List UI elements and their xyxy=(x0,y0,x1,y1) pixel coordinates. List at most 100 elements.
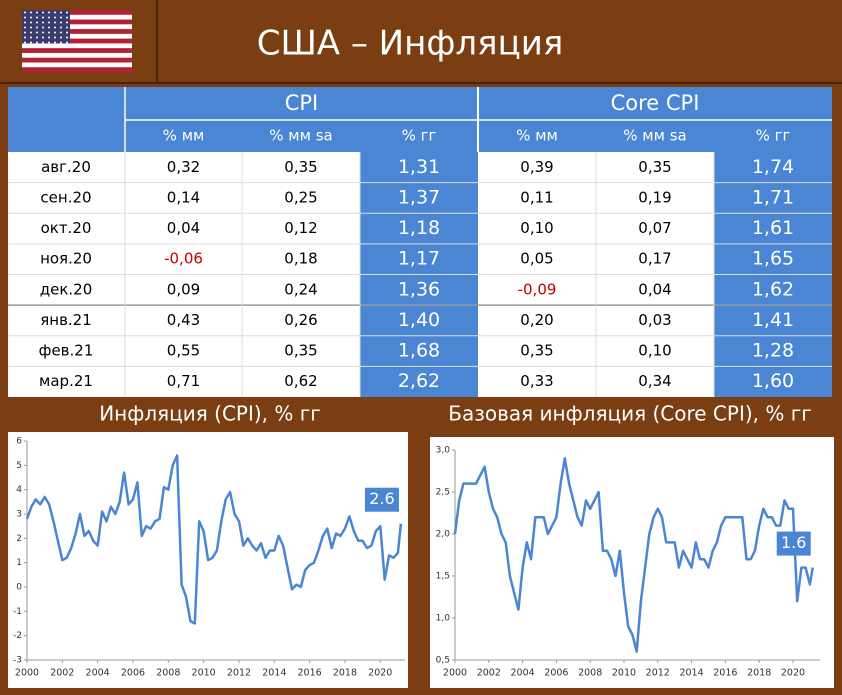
x-tick-label: 2010 xyxy=(192,668,216,679)
cell: 0,12 xyxy=(284,219,317,237)
cell: 0,09 xyxy=(167,280,200,298)
cell: 0,55 xyxy=(167,342,200,360)
x-tick-label: 2014 xyxy=(679,668,703,679)
x-tick-label: 2008 xyxy=(578,668,602,679)
table: CPI Core CPI % мм % мм sa % гг % мм % мм sa % г… xyxy=(8,87,832,397)
chart-title: Инфляция (CPI), % гг xyxy=(99,402,321,426)
end-label-bg xyxy=(776,531,811,556)
cell: 0,33 xyxy=(520,372,553,390)
cell: 0,14 xyxy=(167,188,200,206)
cell: 1,28 xyxy=(752,340,794,362)
cell: 0,32 xyxy=(167,158,200,176)
cell: 1,18 xyxy=(398,217,440,239)
series-line xyxy=(453,457,814,653)
page-title: США – Инфляция xyxy=(257,24,564,64)
chart-title: Базовая инфляция (Core CPI), % гг xyxy=(448,402,812,426)
cell: 1,65 xyxy=(752,248,794,270)
flag xyxy=(22,10,132,72)
column-header: % мм xyxy=(516,127,558,145)
end-label: 1.6 xyxy=(781,533,806,552)
cell: 0,11 xyxy=(520,188,553,206)
cell: 0,10 xyxy=(520,219,553,237)
column-header: % мм sa xyxy=(269,127,332,145)
x-tick-label: 2006 xyxy=(121,668,145,679)
series-line xyxy=(25,454,403,625)
cell: 0,03 xyxy=(638,311,671,329)
cell: -0,09 xyxy=(518,280,557,298)
x-tick-label: 2004 xyxy=(86,668,110,679)
x-tick-label: 2020 xyxy=(368,668,392,679)
x-tick-label: 2010 xyxy=(612,668,636,679)
y-tick-label: 2 xyxy=(16,534,22,544)
cell: 1,68 xyxy=(398,340,440,362)
y-tick-label: 3,0 xyxy=(436,446,451,456)
group-header: Core CPI xyxy=(611,91,700,115)
y-tick-label: 5 xyxy=(16,461,22,471)
y-tick-label: -3 xyxy=(13,656,22,666)
row-label: янв.21 xyxy=(40,311,92,329)
y-tick-label: 1,0 xyxy=(436,614,451,624)
y-tick-label: 4 xyxy=(16,485,22,495)
cell: 1,40 xyxy=(398,309,440,331)
y-tick-label: -2 xyxy=(13,631,22,641)
x-tick-label: 2018 xyxy=(747,668,771,679)
cell: 0,05 xyxy=(520,250,553,268)
column-header: % мм xyxy=(163,127,205,145)
cell: 0,35 xyxy=(520,342,553,360)
charts: Инфляция (CPI), % гг -3 -2 -1 0 1 2 3 4 5 6 2000 200… xyxy=(8,402,834,688)
cell: 1,71 xyxy=(752,186,794,208)
cell: 1,31 xyxy=(398,156,440,178)
cell: 0,26 xyxy=(284,311,317,329)
x-tick-label: 2004 xyxy=(510,668,534,679)
cell: 0,20 xyxy=(520,311,553,329)
cell: 1,36 xyxy=(398,278,440,300)
cell: 0,07 xyxy=(638,219,671,237)
cell: 0,62 xyxy=(284,372,317,390)
cell: 0,43 xyxy=(167,311,200,329)
cell: 0,35 xyxy=(638,158,671,176)
row-label: окт.20 xyxy=(41,219,92,237)
column-header: % гг xyxy=(756,127,791,145)
row-label: мар.21 xyxy=(39,372,93,390)
cell: 0,39 xyxy=(520,158,553,176)
x-tick-label: 2006 xyxy=(544,668,568,679)
x-tick-label: 2016 xyxy=(298,668,322,679)
cell: 0,71 xyxy=(167,372,200,390)
x-tick-label: 2012 xyxy=(646,668,670,679)
x-tick-label: 2000 xyxy=(443,668,467,679)
x-tick-label: 2018 xyxy=(333,668,357,679)
cell: 1,60 xyxy=(752,370,794,392)
y-tick-label: -1 xyxy=(13,607,22,617)
y-tick-label: 0,5 xyxy=(436,656,450,666)
x-tick-label: 2008 xyxy=(156,668,180,679)
group-header: CPI xyxy=(285,91,319,115)
row-label: ноя.20 xyxy=(40,250,92,268)
cell: -0,06 xyxy=(164,250,203,268)
cell: 2,62 xyxy=(398,370,440,392)
end-label-bg xyxy=(364,487,399,512)
row-label: сен.20 xyxy=(40,188,91,206)
cell: 0,10 xyxy=(638,342,671,360)
chart-panel xyxy=(430,437,834,688)
y-tick-label: 0 xyxy=(16,583,22,593)
cell: 0,18 xyxy=(284,250,317,268)
cell: 1,62 xyxy=(752,278,794,300)
x-tick-label: 2002 xyxy=(477,668,501,679)
column-header: % гг xyxy=(402,127,437,145)
cell: 0,24 xyxy=(284,280,317,298)
cell: 0,04 xyxy=(638,280,671,298)
y-tick-label: 2,5 xyxy=(436,488,450,498)
x-tick-label: 2000 xyxy=(15,668,39,679)
x-tick-label: 2002 xyxy=(50,668,74,679)
row-label: авг.20 xyxy=(41,158,91,176)
cell: 0,17 xyxy=(638,250,671,268)
x-tick-label: 2014 xyxy=(262,668,286,679)
y-tick-label: 1 xyxy=(16,558,22,568)
y-tick-label: 6 xyxy=(16,437,22,447)
cell: 0,25 xyxy=(284,188,317,206)
column-header: % мм sa xyxy=(623,127,686,145)
cell: 1,61 xyxy=(752,217,794,239)
row-label: фев.21 xyxy=(39,342,94,360)
